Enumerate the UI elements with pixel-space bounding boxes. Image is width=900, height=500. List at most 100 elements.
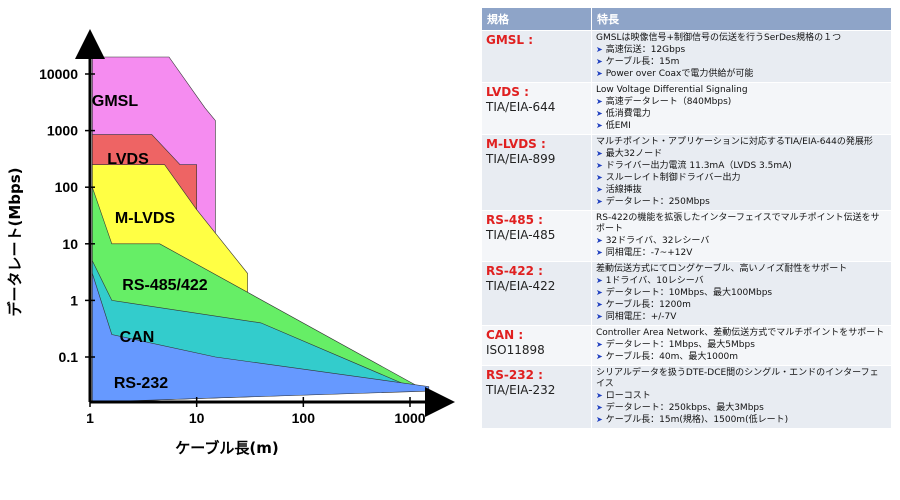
chart-regions bbox=[91, 56, 430, 403]
region-label-can: CAN bbox=[120, 329, 155, 346]
bullet-arrow-icon: ➤ bbox=[596, 352, 603, 361]
y-tick-label: 0.1 bbox=[59, 349, 79, 365]
standard-cell: CAN : ISO11898 bbox=[481, 325, 592, 366]
feature-item: ➤ 同相電圧：+/-7V bbox=[596, 311, 887, 323]
feature-item: ➤ ドライバー出力電流 11.3mA（LVDS 3.5mA) bbox=[596, 160, 887, 172]
feature-item: ➤ 1ドライバ、10レシーバ bbox=[596, 275, 887, 287]
chart-axes: 1 10 100 1000 0.1 1 10 100 1000 10000 bbox=[39, 29, 455, 426]
feature-text: ケーブル長：15m(規格)、1500m(低レート) bbox=[605, 415, 789, 425]
standard-spec: TIA/EIA-232 bbox=[486, 383, 556, 397]
standard-cell: M-LVDS : TIA/EIA-899 bbox=[481, 134, 592, 211]
feature-item: ➤ ローコスト bbox=[596, 390, 887, 402]
features-cell: Low Voltage Differential Signaling ➤ 高速データ… bbox=[591, 82, 892, 135]
header-standard: 規格 bbox=[481, 7, 592, 31]
feature-item: ➤ データレート：1Mbps、最大5Mbps bbox=[596, 339, 887, 351]
standard-spec: TIA/EIA-485 bbox=[486, 228, 556, 242]
x-tick-label: 100 bbox=[292, 410, 316, 426]
table-row: CAN : ISO11898 Controller Area Network、差動伝… bbox=[481, 325, 892, 366]
feature-text: データレート：250kbps、最大3Mbps bbox=[605, 403, 764, 413]
feature-item: ➤ データレート：250Mbps bbox=[596, 196, 887, 208]
feature-text: データレート：10Mbps、最大100Mbps bbox=[605, 288, 773, 298]
bullet-arrow-icon: ➤ bbox=[596, 415, 603, 424]
feature-text: ケーブル長：40m、最大1000m bbox=[605, 352, 739, 362]
feature-item: ➤ 高速データレート（840Mbps) bbox=[596, 96, 887, 108]
y-tick-label: 1 bbox=[70, 292, 78, 308]
feature-item: ➤ 最大32ノード bbox=[596, 148, 887, 160]
standard-spec: TIA/EIA-899 bbox=[486, 152, 556, 166]
chart-labels: GMSL LVDS M-LVDS RS-485/422 CAN RS-232 ケーブル長(m… bbox=[6, 93, 279, 457]
feature-text: ローコスト bbox=[605, 391, 651, 401]
standard-name: GMSL : bbox=[486, 33, 534, 47]
feature-item: ➤ ケーブル長：40m、最大1000m bbox=[596, 351, 887, 363]
bullet-arrow-icon: ➤ bbox=[596, 236, 603, 245]
standard-spec: TIA/EIA-422 bbox=[486, 279, 556, 293]
region-label-lvds: LVDS bbox=[107, 151, 149, 168]
bullet-arrow-icon: ➤ bbox=[596, 288, 603, 297]
standard-name: M-LVDS : bbox=[486, 137, 546, 151]
standard-cell: RS-232 : TIA/EIA-232 bbox=[481, 365, 592, 429]
bullet-arrow-icon: ➤ bbox=[596, 403, 603, 412]
feature-item: ➤ ケーブル長：1200m bbox=[596, 299, 887, 311]
bullet-arrow-icon: ➤ bbox=[596, 149, 603, 158]
bullet-arrow-icon: ➤ bbox=[596, 248, 603, 257]
standard-description: Controller Area Network、差動伝送方式でマルチポイントをサ… bbox=[596, 328, 885, 338]
region-label-gmsl: GMSL bbox=[92, 93, 138, 110]
feature-text: ケーブル長：1200m bbox=[605, 300, 691, 310]
bullet-arrow-icon: ➤ bbox=[596, 69, 603, 78]
feature-item: ➤ 低消費電力 bbox=[596, 108, 887, 120]
features-cell: 差動伝送方式にてロングケーブル、高いノイズ耐性をサポート ➤ 1ドライバ、10レシー… bbox=[591, 261, 892, 326]
feature-text: データレート：250Mbps bbox=[605, 197, 710, 207]
y-tick-label: 1000 bbox=[47, 123, 78, 139]
spec-table: 規格 特長 GMSL : GMSLは映像信号+制御信号の伝送を行うSerDes規格… bbox=[481, 7, 892, 429]
standard-name: CAN : bbox=[486, 328, 524, 342]
bullet-arrow-icon: ➤ bbox=[596, 391, 603, 400]
standard-name: RS-232 : bbox=[486, 368, 543, 382]
standard-name: RS-485 : bbox=[486, 213, 543, 227]
standard-name: RS-422 : bbox=[486, 264, 543, 278]
bullet-arrow-icon: ➤ bbox=[596, 97, 603, 106]
table-row: M-LVDS : TIA/EIA-899 マルチポイント・アプリケーションに対応する… bbox=[481, 134, 892, 211]
table-row: GMSL : GMSLは映像信号+制御信号の伝送を行うSerDes規格の１つ ➤ 高速… bbox=[481, 30, 892, 83]
feature-text: 高速データレート（840Mbps) bbox=[605, 97, 732, 107]
bullet-arrow-icon: ➤ bbox=[596, 276, 603, 285]
feature-text: 高速伝送：12Gbps bbox=[605, 45, 686, 55]
feature-item: ➤ 32ドライバ、32レシーバ bbox=[596, 235, 887, 247]
feature-text: Power over Coaxで電力供給が可能 bbox=[605, 69, 754, 79]
y-axis-title: データレート(Mbps) bbox=[6, 167, 24, 316]
feature-text: 最大32ノード bbox=[605, 149, 663, 159]
y-tick-label: 10000 bbox=[39, 66, 78, 82]
standard-cell: RS-485 : TIA/EIA-485 bbox=[481, 210, 592, 262]
standard-description: GMSLは映像信号+制御信号の伝送を行うSerDes規格の１つ bbox=[596, 33, 842, 43]
feature-item: ➤ データレート：250kbps、最大3Mbps bbox=[596, 402, 887, 414]
feature-item: ➤ 低EMI bbox=[596, 120, 887, 132]
standard-description: 差動伝送方式にてロングケーブル、高いノイズ耐性をサポート bbox=[596, 264, 848, 274]
table-header-row: 規格 特長 bbox=[481, 7, 892, 31]
features-cell: マルチポイント・アプリケーションに対応するTIA/EIA-644の発展形 ➤ 最大3… bbox=[591, 134, 892, 211]
feature-text: スルーレイト制御ドライバー出力 bbox=[605, 173, 741, 183]
standard-description: RS-422の機能を拡張したインターフェイスでマルチポイント伝送をサポート bbox=[596, 213, 880, 234]
feature-text: 活線挿抜 bbox=[605, 185, 642, 195]
x-tick-label: 10 bbox=[189, 410, 205, 426]
feature-text: 同相電圧：-7~+12V bbox=[605, 248, 693, 258]
x-tick-label: 1 bbox=[86, 410, 94, 426]
region-label-rs-485-422: RS-485/422 bbox=[122, 277, 207, 294]
feature-text: 1ドライバ、10レシーバ bbox=[605, 276, 704, 286]
standard-cell: RS-422 : TIA/EIA-422 bbox=[481, 261, 592, 326]
bullet-arrow-icon: ➤ bbox=[596, 340, 603, 349]
standard-cell: GMSL : bbox=[481, 30, 592, 83]
x-tick-label: 1000 bbox=[394, 410, 425, 426]
interface-chart: 1 10 100 1000 0.1 1 10 100 1000 10000 GMSL LVDS M-L… bbox=[6, 29, 455, 457]
feature-item: ➤ ケーブル長：15m(規格)、1500m(低レート) bbox=[596, 414, 887, 426]
bullet-arrow-icon: ➤ bbox=[596, 312, 603, 321]
x-axis-title: ケーブル長(m) bbox=[175, 439, 278, 457]
bullet-arrow-icon: ➤ bbox=[596, 57, 603, 66]
bullet-arrow-icon: ➤ bbox=[596, 173, 603, 182]
table-row: RS-422 : TIA/EIA-422 差動伝送方式にてロングケーブル、高いノイズ… bbox=[481, 261, 892, 326]
region-label-rs-232: RS-232 bbox=[114, 375, 168, 392]
feature-text: 同相電圧：+/-7V bbox=[605, 312, 677, 322]
bullet-arrow-icon: ➤ bbox=[596, 45, 603, 54]
table-row: RS-485 : TIA/EIA-485 RS-422の機能を拡張したインターフェイ… bbox=[481, 210, 892, 262]
table-body: GMSL : GMSLは映像信号+制御信号の伝送を行うSerDes規格の１つ ➤ 高速… bbox=[481, 30, 892, 429]
bullet-arrow-icon: ➤ bbox=[596, 197, 603, 206]
feature-item: ➤ データレート：10Mbps、最大100Mbps bbox=[596, 287, 887, 299]
